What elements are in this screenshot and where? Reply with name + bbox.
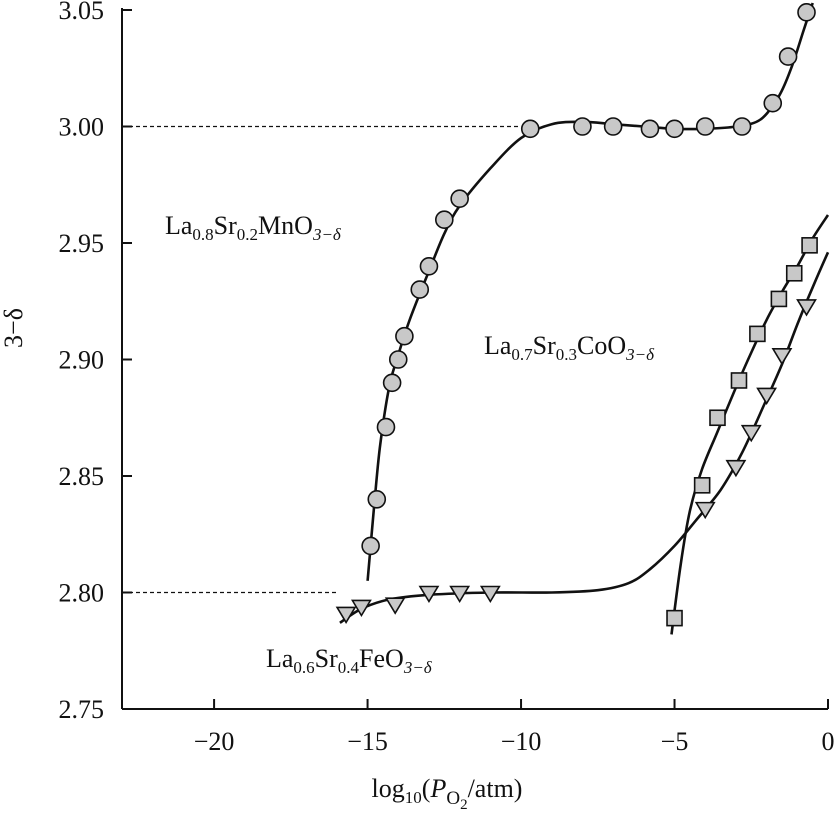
y-tick-label: 2.85 (59, 462, 105, 491)
data-point-circle (640, 119, 660, 139)
data-point-triangle (740, 424, 762, 443)
data-point-circle (376, 417, 396, 437)
data-point-triangle (725, 459, 747, 478)
data-point-triangle (756, 387, 778, 406)
x-axis-title-var-subsub: 2 (460, 797, 468, 813)
series-label-mn: La0.8Sr0.2MnO3−δ (165, 211, 342, 244)
data-markers (335, 3, 818, 627)
data-point-square (801, 237, 818, 254)
series-label-part: CoO (577, 331, 626, 360)
series-label-part: Sr (533, 331, 556, 360)
data-point-triangle (771, 348, 793, 366)
data-point-circle (419, 256, 439, 276)
data-point-circle (778, 47, 798, 66)
x-tick-label: −20 (194, 727, 235, 756)
reference-lines (122, 125, 522, 594)
series-label-part: 3−δ (625, 345, 655, 364)
data-point-triangle (796, 299, 817, 317)
series-label-part: 0.6 (293, 658, 314, 677)
series-label-part: La (165, 211, 193, 240)
series-label-part: La (266, 644, 294, 673)
series-label-part: 0.8 (192, 225, 213, 244)
data-point-circle (450, 189, 469, 209)
axes (121, 8, 828, 710)
series-label-part: La (484, 331, 512, 360)
data-point-circle (410, 280, 430, 299)
data-point-circle (732, 117, 752, 136)
series-label-part: 0.7 (511, 345, 533, 364)
series-label-fe: La0.6Sr0.4FeO3−δ (266, 644, 433, 677)
x-axis-title: log10(PO2/atm) (372, 774, 523, 813)
data-point-square (693, 477, 711, 494)
y-axis-ticks: 2.75 2.80 2.85 2.90 2.95 3.00 3.05 (59, 0, 132, 724)
fit-curves (339, 2, 830, 635)
y-tick-label: 2.95 (59, 229, 105, 258)
y-tick-label: 3.00 (59, 113, 105, 142)
data-point-square (785, 264, 803, 282)
series-label-co: La0.7Sr0.3CoO3−δ (484, 331, 655, 364)
x-tick-label: −10 (501, 727, 542, 756)
x-tick-label: −15 (347, 727, 388, 756)
x-tick-label: −5 (661, 727, 689, 756)
data-point-triangle (418, 585, 440, 604)
data-point-circle (361, 536, 380, 556)
x-axis-title-close: /atm) (468, 774, 523, 803)
series-label-part: Sr (214, 211, 237, 240)
data-point-circle (395, 326, 414, 346)
series-label-part: 0.3 (556, 345, 577, 364)
data-point-square (730, 372, 748, 389)
x-axis-title-base: 10 (405, 788, 422, 807)
y-tick-label: 2.80 (59, 579, 105, 608)
data-point-triangle (479, 585, 501, 604)
series-label-part: FeO (359, 644, 404, 673)
y-tick-label: 2.75 (59, 695, 105, 724)
x-axis-title-open: ( (422, 774, 431, 803)
series-label-part: 3−δ (312, 225, 342, 244)
series-label-part: 0.2 (237, 225, 258, 244)
data-point-circle (763, 93, 783, 113)
data-point-triangle (694, 501, 716, 520)
x-axis-title-var-sub: O (446, 788, 460, 809)
x-axis-ticks: −20 −15 −10 −5 0 (194, 699, 835, 756)
data-point-triangle (335, 606, 357, 625)
curve-mn (366, 2, 814, 581)
x-axis-title-var: P (429, 774, 446, 803)
y-axis-title: 3−δ (0, 308, 28, 348)
series-label-part: Sr (315, 644, 338, 673)
x-tick-label: 0 (822, 727, 835, 756)
series-label-part: 3−δ (403, 658, 433, 677)
data-point-square (749, 325, 766, 343)
data-point-square (666, 609, 683, 627)
data-point-circle (665, 119, 684, 139)
data-point-circle (603, 117, 623, 136)
curve-co (670, 214, 830, 635)
data-point-triangle (449, 585, 471, 604)
data-point-circle (573, 117, 592, 136)
data-point-circle (695, 117, 715, 136)
data-point-triangle (351, 599, 372, 618)
data-point-square (709, 409, 726, 427)
data-point-circle (797, 3, 816, 22)
data-point-triangle (384, 597, 406, 615)
data-point-square (770, 290, 788, 308)
y-tick-label: 2.90 (59, 346, 105, 375)
data-point-circle (520, 119, 540, 139)
series-label-part: 0.4 (338, 658, 360, 677)
series-label-part: MnO (258, 211, 313, 240)
y-tick-label: 3.05 (59, 0, 105, 25)
data-point-circle (367, 489, 387, 509)
data-point-circle (388, 350, 408, 369)
data-point-circle (435, 210, 454, 229)
x-axis-title-prefix: log (372, 774, 405, 803)
data-point-circle (382, 373, 402, 393)
